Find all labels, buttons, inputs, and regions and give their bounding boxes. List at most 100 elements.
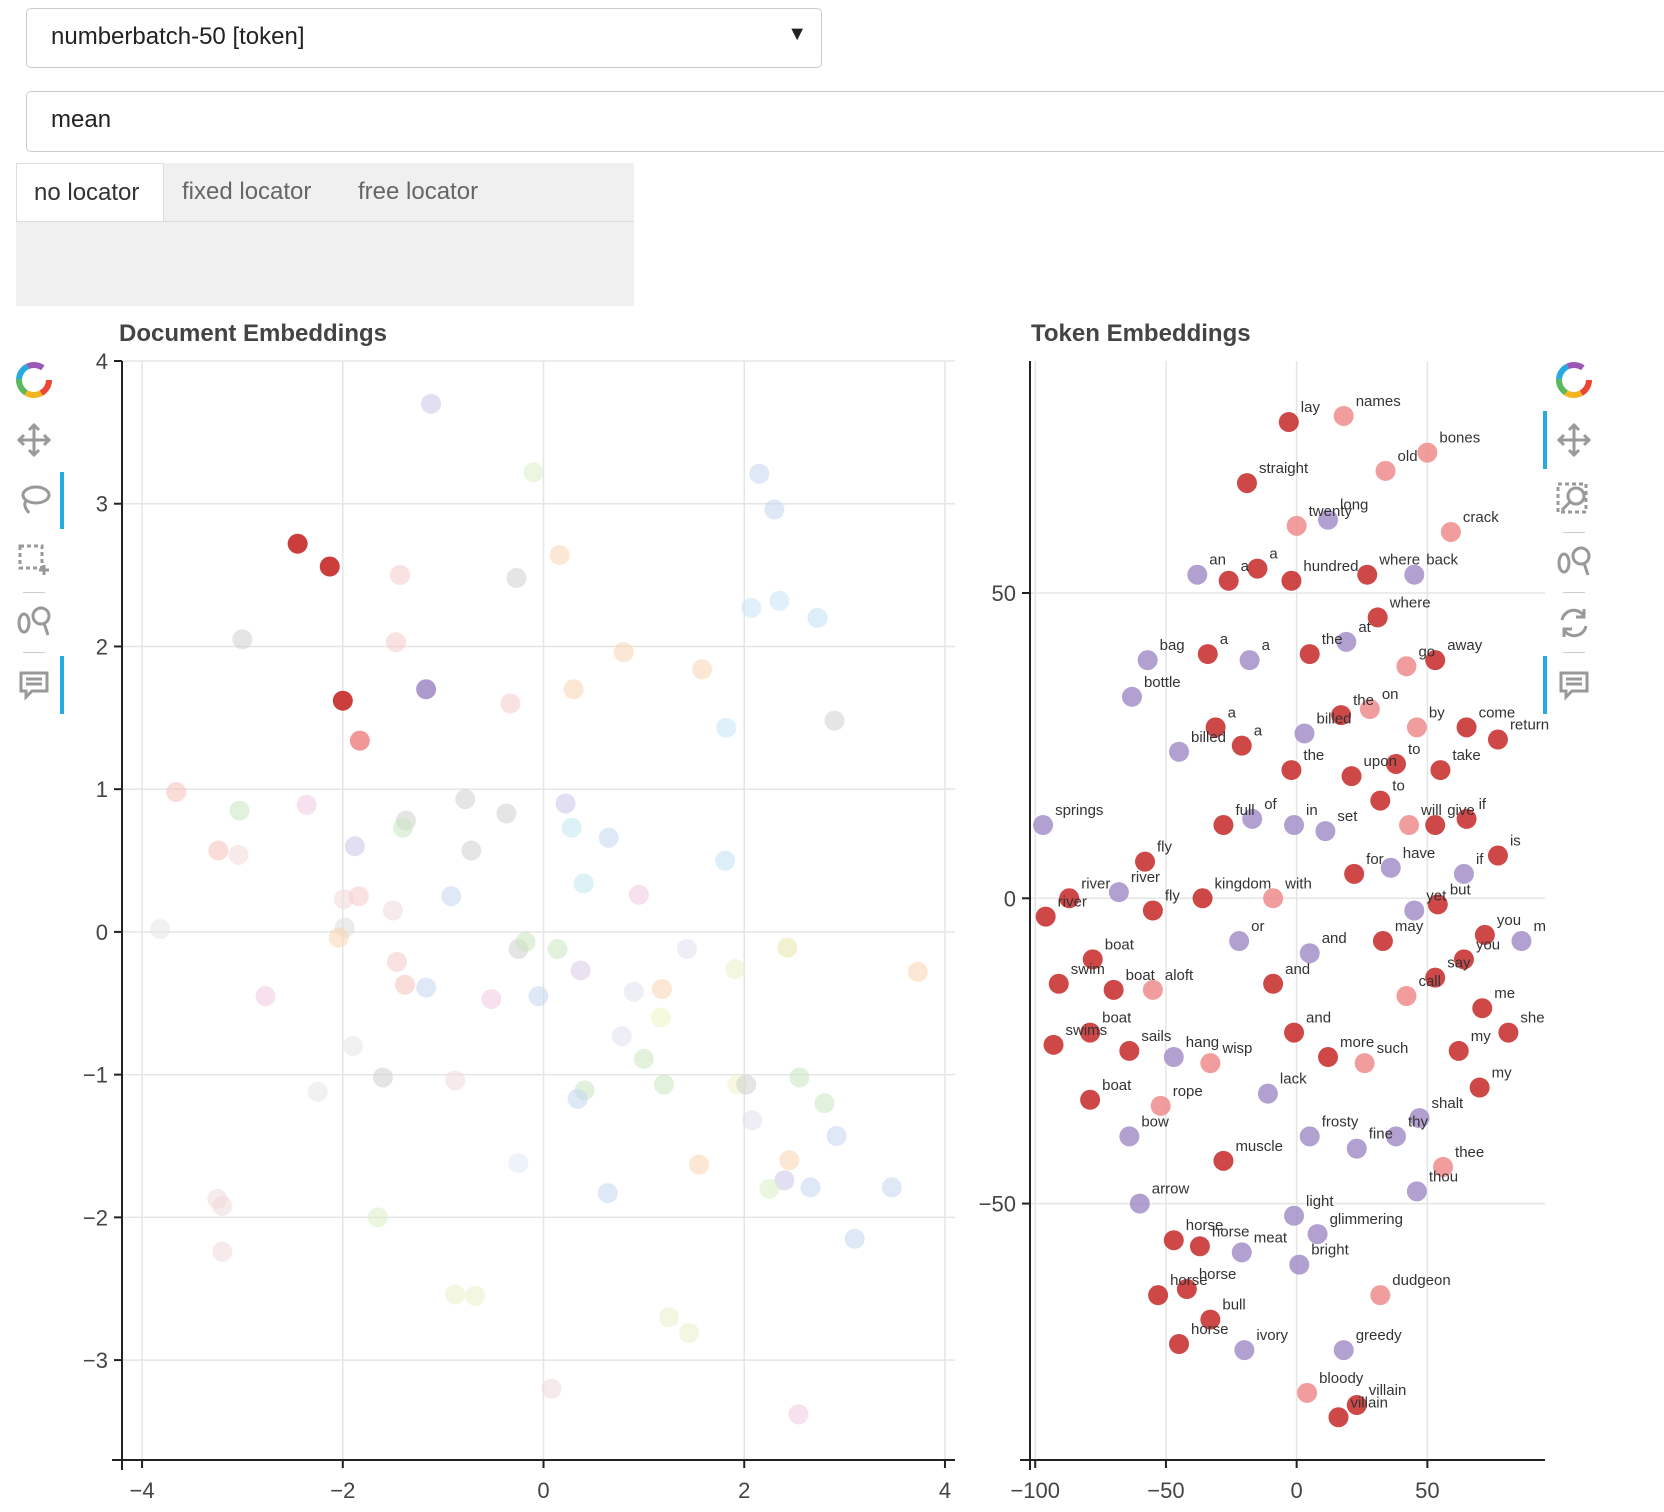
token-point xyxy=(1231,735,1252,756)
tab-no-locator[interactable]: no locator xyxy=(16,163,164,221)
model-select[interactable]: numberbatch-50 [token] ▼ xyxy=(26,8,822,68)
token-label: if xyxy=(1476,851,1484,868)
token-label: bones xyxy=(1439,430,1480,447)
hover-icon[interactable] xyxy=(14,665,54,705)
chevron-down-icon: ▼ xyxy=(787,23,807,45)
token-label: for xyxy=(1366,851,1384,868)
document-point-selected xyxy=(349,730,370,751)
token-label: me xyxy=(1494,985,1515,1002)
token-point xyxy=(1385,753,1406,774)
token-point xyxy=(1440,521,1461,542)
document-point xyxy=(716,717,737,738)
document-embeddings-plot[interactable]: −4 −2 0 2 4 −3 −2 −1 0 1 2 3 4 xyxy=(60,345,960,1512)
y-tick-label: 50 xyxy=(992,581,1016,606)
hover-active-indicator xyxy=(60,656,64,714)
pan-icon[interactable] xyxy=(14,420,54,460)
token-point xyxy=(1453,949,1474,970)
token-point xyxy=(1197,644,1218,665)
token-label: crack xyxy=(1463,509,1499,526)
token-label: go xyxy=(1418,643,1435,660)
token-point xyxy=(1043,1034,1064,1055)
tab-free-locator[interactable]: free locator xyxy=(358,178,479,205)
token-point xyxy=(1487,845,1508,866)
document-point xyxy=(166,782,187,803)
x-tick-label: −4 xyxy=(130,1478,155,1503)
document-point xyxy=(881,1177,902,1198)
x-tick-label: 50 xyxy=(1415,1478,1439,1503)
token-point xyxy=(1239,650,1260,671)
token-point xyxy=(1176,1279,1197,1300)
document-plot-title: Document Embeddings xyxy=(119,320,388,347)
token-point xyxy=(1242,808,1263,829)
document-point xyxy=(416,977,437,998)
token-label: yet xyxy=(1426,888,1447,905)
token-label: a xyxy=(1254,723,1263,740)
document-point xyxy=(367,1207,388,1228)
token-label: ivory xyxy=(1256,1327,1288,1344)
box-zoom-icon[interactable] xyxy=(1554,480,1594,520)
document-point xyxy=(715,850,736,871)
wheel-zoom-icon[interactable] xyxy=(14,600,54,640)
toolbar-divider xyxy=(1563,592,1585,593)
lasso-active-indicator xyxy=(60,472,64,529)
token-point xyxy=(1192,888,1213,909)
token-label: arrow xyxy=(1152,1181,1190,1198)
x-tick-label: −2 xyxy=(330,1478,355,1503)
x-tick-label: −50 xyxy=(1147,1478,1184,1503)
wheel-zoom-icon[interactable] xyxy=(1554,540,1594,580)
token-point xyxy=(1448,1040,1469,1061)
token-point xyxy=(1059,888,1080,909)
token-label: muscle xyxy=(1235,1138,1283,1155)
document-point xyxy=(386,951,407,972)
token-point xyxy=(1404,900,1425,921)
box-select-icon[interactable] xyxy=(14,540,54,580)
token-label: she xyxy=(1520,1010,1544,1027)
token-label: horse xyxy=(1186,1217,1224,1234)
token-label: billed xyxy=(1191,729,1226,746)
token-point xyxy=(1263,888,1284,909)
token-label: old xyxy=(1398,448,1418,465)
pan-icon[interactable] xyxy=(1554,420,1594,460)
token-label: boat xyxy=(1102,1077,1132,1094)
token-label: river xyxy=(1081,875,1110,892)
lasso-select-icon[interactable] xyxy=(14,480,54,520)
token-point xyxy=(1318,509,1339,530)
document-point xyxy=(611,1026,632,1047)
toolbar-divider xyxy=(23,592,45,593)
document-point xyxy=(561,817,582,838)
document-point xyxy=(769,590,790,611)
document-point xyxy=(508,1153,529,1174)
token-point xyxy=(1108,882,1129,903)
aggregation-input[interactable]: mean xyxy=(26,91,1664,152)
document-point xyxy=(555,793,576,814)
token-point xyxy=(1200,1309,1221,1330)
token-point xyxy=(1430,760,1451,781)
reset-icon[interactable] xyxy=(1554,603,1594,643)
token-embeddings-plot[interactable]: −100 −50 0 50 −50 0 50 lay names bones old straight… xyxy=(960,345,1560,1512)
token-point xyxy=(1035,906,1056,927)
document-point xyxy=(549,545,570,566)
token-point xyxy=(1354,1053,1375,1074)
document-point xyxy=(372,1067,393,1088)
token-label: give xyxy=(1447,802,1475,819)
token-label: will xyxy=(1420,802,1442,819)
document-point xyxy=(650,1007,671,1028)
token-point xyxy=(1331,705,1352,726)
tab-fixed-locator[interactable]: fixed locator xyxy=(182,178,312,205)
token-label: the xyxy=(1322,631,1343,648)
token-label: fine xyxy=(1369,1126,1393,1143)
token-point xyxy=(1333,405,1354,426)
token-point xyxy=(1119,1040,1140,1061)
token-label: sails xyxy=(1141,1028,1171,1045)
token-point xyxy=(1218,570,1239,591)
token-label: villain xyxy=(1350,1394,1388,1411)
token-point xyxy=(1284,815,1305,836)
bokeh-logo-icon[interactable] xyxy=(14,360,54,400)
document-point xyxy=(814,1093,835,1114)
token-point xyxy=(1318,1047,1339,1068)
bokeh-logo-icon[interactable] xyxy=(1554,360,1594,400)
token-label: rope xyxy=(1173,1083,1203,1100)
token-point xyxy=(1163,1047,1184,1068)
hover-icon[interactable] xyxy=(1554,665,1594,705)
token-point xyxy=(1359,699,1380,720)
